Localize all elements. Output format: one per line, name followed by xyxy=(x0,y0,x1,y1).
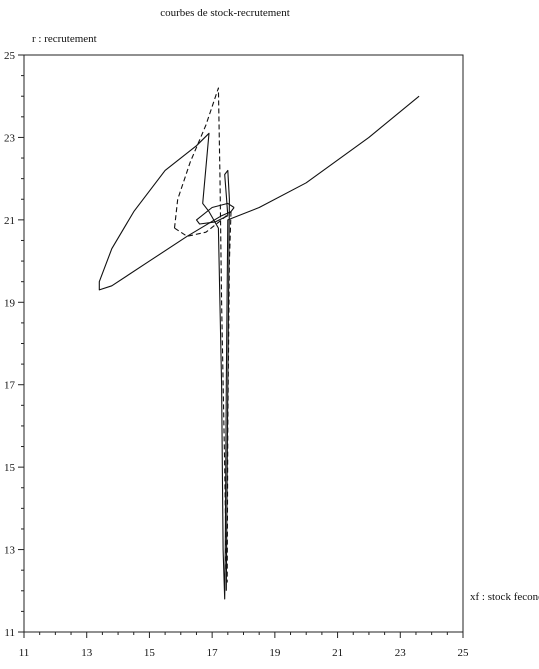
dashed-curve-3 xyxy=(173,87,227,571)
x-tick-label: 25 xyxy=(458,647,470,659)
x-tick-label: 11 xyxy=(19,647,30,659)
dashed-curve-4 xyxy=(174,211,232,237)
y-tick-label: 21 xyxy=(4,215,15,227)
x-tick-label: 21 xyxy=(332,647,343,659)
chart-title: courbes de stock-recrutement xyxy=(160,7,290,19)
x-tick-label: 15 xyxy=(144,647,156,659)
x-tick-label: 19 xyxy=(269,647,281,659)
plot-frame xyxy=(23,54,464,633)
y-tick-label: 13 xyxy=(4,545,16,557)
y-tick-label: 15 xyxy=(4,462,16,474)
x-tick-label: 13 xyxy=(81,647,93,659)
y-tick-label: 25 xyxy=(4,50,16,62)
dashed-curve-5 xyxy=(226,211,232,583)
x-tick-label: 17 xyxy=(207,647,219,659)
y-tick-label: 19 xyxy=(4,297,16,309)
y-axis: 11 13 15 17 19 21 23 25 xyxy=(4,50,24,639)
x-axis: 11 13 15 17 19 21 23 25 xyxy=(19,632,469,659)
y-tick-label: 11 xyxy=(4,627,15,639)
x-tick-label: 23 xyxy=(395,647,407,659)
y-tick-label: 17 xyxy=(4,380,16,392)
series-layer xyxy=(98,87,420,600)
x-axis-label: xf : stock fecond xyxy=(470,591,539,603)
y-tick-label: 23 xyxy=(4,132,16,144)
solid-curve-0 xyxy=(98,95,420,600)
solid-curve-2 xyxy=(224,169,230,591)
solid-curve-1 xyxy=(195,202,235,225)
y-axis-label: r : recrutement xyxy=(32,33,97,45)
